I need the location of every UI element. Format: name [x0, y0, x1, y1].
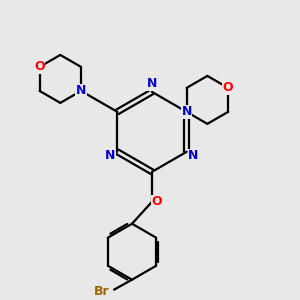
- Text: N: N: [147, 77, 157, 90]
- Text: O: O: [34, 60, 45, 74]
- Text: N: N: [188, 149, 199, 162]
- Text: O: O: [223, 81, 233, 94]
- Text: O: O: [152, 195, 162, 208]
- Text: Br: Br: [94, 285, 110, 298]
- Text: N: N: [76, 84, 86, 98]
- Text: N: N: [105, 149, 116, 162]
- Text: N: N: [182, 105, 192, 119]
